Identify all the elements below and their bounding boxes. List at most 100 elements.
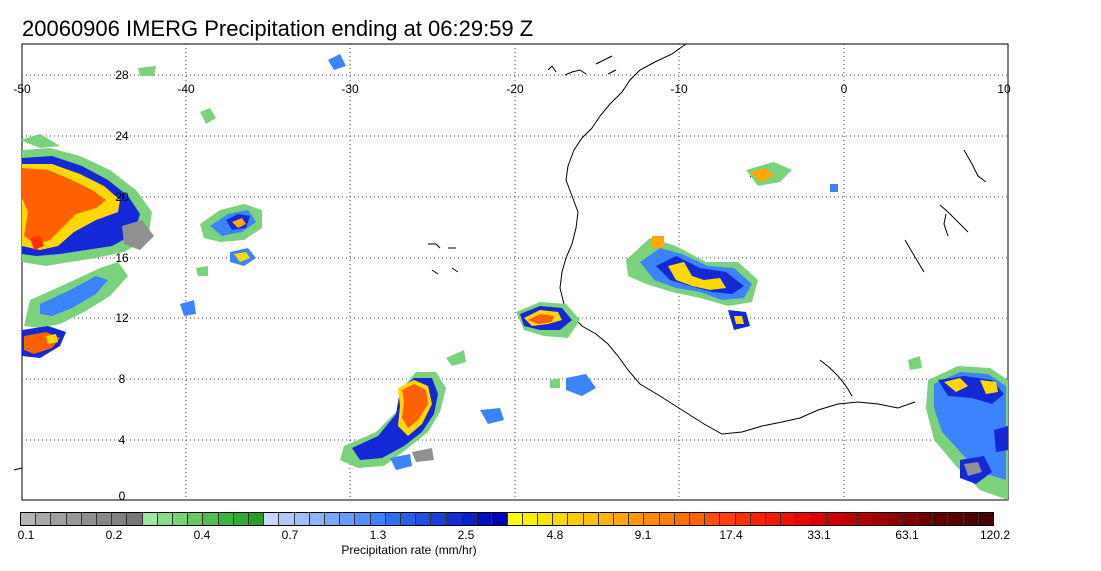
lat-tick-label: 0 xyxy=(119,489,126,503)
map-title: 20060906 IMERG Precipitation ending at 0… xyxy=(22,16,534,41)
colorbar-swatch xyxy=(735,513,751,525)
lat-tick-label: 8 xyxy=(119,372,126,386)
colorbar-swatch xyxy=(948,513,964,525)
colorbar-swatch xyxy=(477,513,493,525)
colorbar-label: 0.4 xyxy=(193,528,211,542)
colorbar-swatch xyxy=(978,513,993,525)
colorbar-swatch xyxy=(309,513,326,525)
colorbar-swatch xyxy=(97,513,113,525)
colorbar-swatch xyxy=(507,513,523,525)
colorbar-label: 0.1 xyxy=(17,528,35,542)
colorbar-swatch xyxy=(385,513,402,525)
colorbar-swatch xyxy=(902,513,918,525)
colorbar-swatch xyxy=(963,513,979,525)
colorbar-swatch xyxy=(264,513,280,525)
lat-tick-label: 20 xyxy=(115,190,129,204)
colorbar-swatch xyxy=(203,513,219,525)
colorbar-swatch xyxy=(142,513,158,525)
colorbar-swatch xyxy=(583,513,599,525)
lon-tick-labels: -50 -40 -30 -20 -10 0 10 xyxy=(13,82,1011,96)
colorbar-label: 2.5 xyxy=(457,528,475,542)
lon-tick-label: 10 xyxy=(997,82,1011,96)
lat-tick-labels: 28 24 20 16 12 8 4 0 xyxy=(115,68,129,503)
colorbar-swatch xyxy=(340,513,356,525)
lat-tick-label: 28 xyxy=(115,68,129,82)
colorbar-swatch xyxy=(157,513,174,525)
colorbar-swatch xyxy=(279,513,295,525)
colorbar-label: 17.4 xyxy=(719,528,743,542)
colorbar-swatch xyxy=(841,513,858,525)
colorbar-swatch xyxy=(826,513,842,525)
colorbar-swatch xyxy=(705,513,721,525)
colorbar-swatch xyxy=(598,513,614,525)
lat-tick-label: 16 xyxy=(115,251,129,265)
colorbar-swatch xyxy=(36,513,52,525)
colorbar-swatch xyxy=(446,513,462,525)
colorbar-swatch xyxy=(173,513,189,525)
lat-tick-label: 4 xyxy=(119,433,126,447)
colorbar-label: 63.1 xyxy=(895,528,919,542)
colorbar-swatch xyxy=(644,513,660,525)
lon-tick-label: -20 xyxy=(506,82,524,96)
colorbar-swatch xyxy=(811,513,827,525)
colorbar-swatch xyxy=(401,513,417,525)
colorbar-swatch xyxy=(492,513,508,525)
colorbar-swatch xyxy=(51,513,67,525)
colorbar-swatch xyxy=(917,513,934,525)
gridlines xyxy=(22,44,1008,500)
precipitation-fields xyxy=(20,54,1008,500)
colorbar-swatch xyxy=(188,513,204,525)
colorbar-swatch xyxy=(522,513,538,525)
colorbar-swatch xyxy=(370,513,386,525)
colorbar-swatch xyxy=(218,513,234,525)
colorbar-swatch xyxy=(416,513,432,525)
colorbar-swatch xyxy=(461,513,478,525)
lat-tick-label: 12 xyxy=(115,311,129,325)
lat-tick-label: 24 xyxy=(115,129,129,143)
colorbar-label: 4.8 xyxy=(546,528,564,542)
lon-tick-label: -50 xyxy=(13,82,31,96)
colorbar-swatch xyxy=(887,513,903,525)
colorbar-label: 33.1 xyxy=(807,528,831,542)
colorbar-swatch xyxy=(781,513,797,525)
colorbar-swatch xyxy=(933,513,949,525)
colorbar-swatch xyxy=(796,513,812,525)
colorbar-swatch xyxy=(872,513,888,525)
colorbar-swatch xyxy=(629,513,645,525)
colorbar xyxy=(21,513,993,525)
colorbar-swatch xyxy=(537,513,554,525)
colorbar-label: 1.3 xyxy=(369,528,387,542)
colorbar-swatch xyxy=(325,513,341,525)
colorbar-swatch xyxy=(720,513,736,525)
colorbar-swatch xyxy=(568,513,584,525)
colorbar-swatch xyxy=(112,513,128,525)
colorbar-swatch xyxy=(127,513,143,525)
colorbar-label: 120.2 xyxy=(979,528,1011,542)
lon-tick-label: -40 xyxy=(177,82,195,96)
coastline xyxy=(13,43,987,471)
colorbar-swatch xyxy=(294,513,310,525)
colorbar-swatch xyxy=(613,513,630,525)
colorbar-swatch xyxy=(765,513,782,525)
colorbar-swatch xyxy=(249,513,265,525)
colorbar-swatch xyxy=(233,513,250,525)
colorbar-swatch xyxy=(857,513,873,525)
colorbar-swatch xyxy=(66,513,82,525)
colorbar-label: 0.7 xyxy=(281,528,299,542)
lon-tick-label: -30 xyxy=(341,82,359,96)
colorbar-label: 9.1 xyxy=(634,528,652,542)
colorbar-swatch xyxy=(659,513,675,525)
colorbar-swatch xyxy=(553,513,569,525)
colorbar-title: Precipitation rate (mm/hr) xyxy=(341,543,477,557)
colorbar-swatch xyxy=(674,513,690,525)
colorbar-swatch xyxy=(21,513,37,525)
colorbar-swatch xyxy=(81,513,98,525)
colorbar-label: 0.2 xyxy=(105,528,123,542)
lon-tick-label: -10 xyxy=(670,82,688,96)
colorbar-swatch xyxy=(431,513,447,525)
lon-tick-label: 0 xyxy=(841,82,848,96)
colorbar-swatch xyxy=(750,513,766,525)
colorbar-swatch xyxy=(689,513,706,525)
colorbar-swatch xyxy=(355,513,371,525)
